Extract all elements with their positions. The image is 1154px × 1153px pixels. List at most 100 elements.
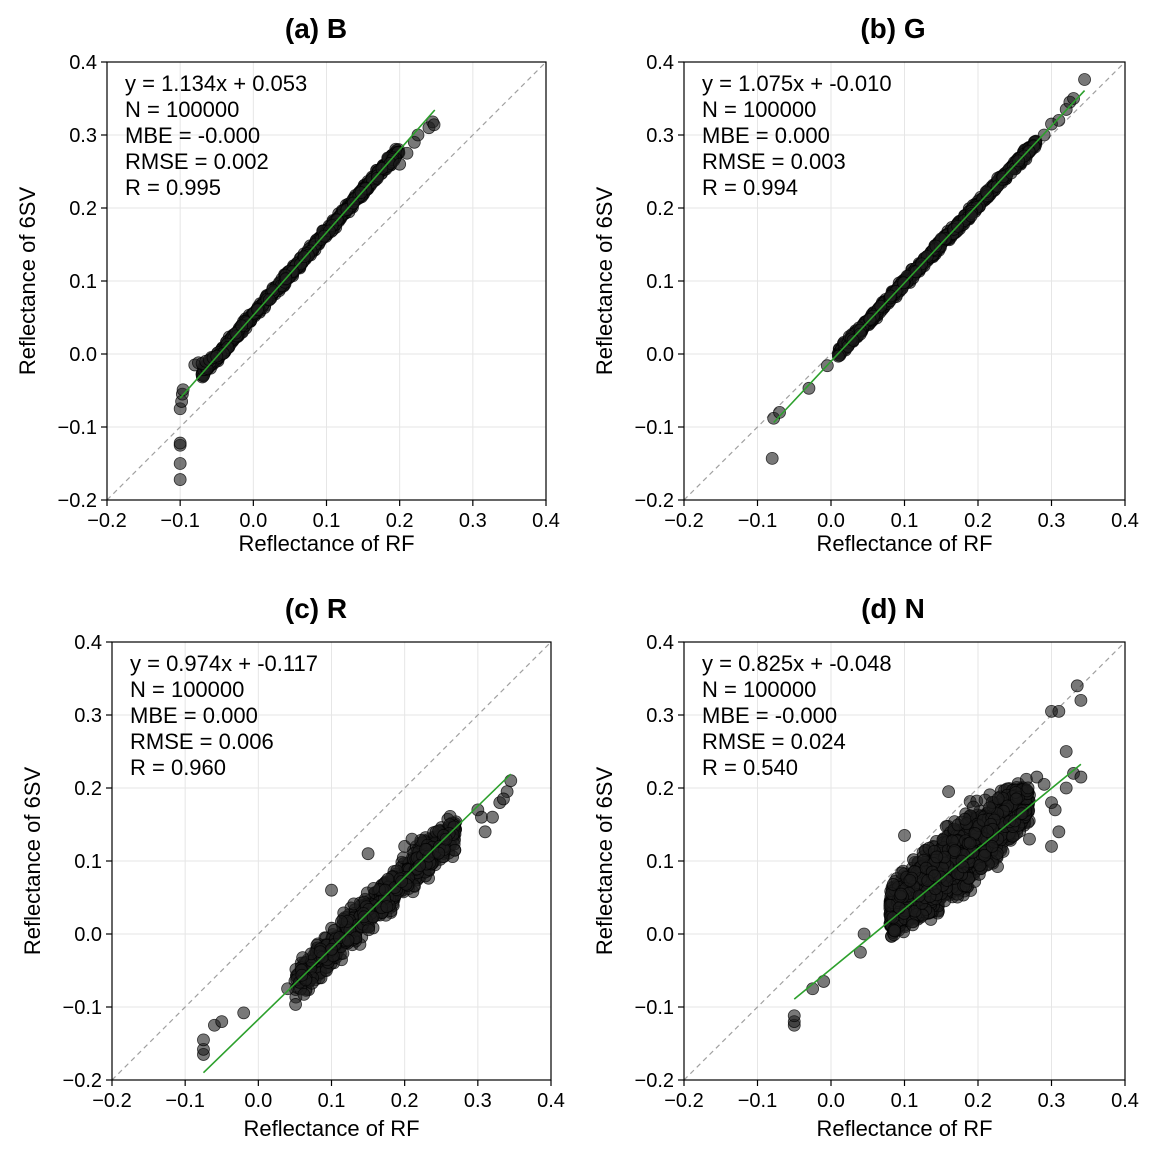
panel-4: −0.2−0.2 −0.1 −0.1 0.0 0.0 0.1 0.1 0.2 0.2 0.3 0.3… (592, 593, 1139, 1141)
scatter-point (478, 825, 492, 839)
stat-line: R = 0.960 (130, 755, 226, 780)
y-tick-label: −0.1 (63, 997, 102, 1019)
axes-frame (106, 61, 547, 501)
y-tick-label: 0.0 (646, 344, 674, 366)
scatter-point (393, 157, 407, 171)
regression-line (773, 90, 1086, 424)
stat-line: MBE = 0.000 (702, 123, 830, 148)
y-axis-label: Reflectance of 6SV (592, 767, 617, 956)
x-axis-label: Reflectance of RF (816, 1116, 992, 1141)
scatter-point (295, 968, 309, 982)
scatter-point (439, 832, 453, 846)
y-tick-label: 0.1 (69, 271, 97, 293)
panel-title: (c) R (285, 593, 347, 624)
scatter-point (906, 918, 920, 932)
scatter-point (335, 915, 348, 929)
y-tick-label: −0.1 (635, 417, 674, 439)
scatter-point (857, 927, 871, 941)
y-tick-label: −0.2 (58, 490, 97, 512)
x-tick-label: 0.1 (891, 1090, 919, 1112)
x-tick-label: 0.4 (537, 1090, 565, 1112)
scatter-point (378, 883, 392, 897)
stat-line: N = 100000 (702, 677, 816, 702)
scatter-point (942, 785, 955, 799)
stat-line: N = 100000 (130, 677, 244, 702)
stat-line: MBE = -0.000 (125, 123, 260, 148)
y-tick-label: 0.4 (646, 52, 674, 74)
scatter-point (940, 874, 954, 887)
scatter-point (215, 1015, 229, 1028)
one-to-one-line (107, 62, 546, 500)
scatter-point (854, 945, 867, 959)
scatter-point (979, 185, 993, 199)
stat-line: RMSE = 0.003 (702, 149, 846, 174)
scatter-point (948, 844, 962, 857)
scatter-point (289, 998, 302, 1011)
scatter-point (427, 118, 441, 132)
x-tick-label: 0.4 (532, 510, 560, 532)
point-cloud (288, 809, 463, 1011)
y-tick-label: 0.0 (74, 924, 102, 946)
x-tick-label: 0.0 (239, 510, 267, 532)
panel-title: (d) N (861, 593, 925, 624)
point-cloud (883, 772, 1036, 943)
scatter-point (886, 878, 900, 891)
scatter-point (958, 812, 972, 826)
x-tick-label: 0.1 (891, 510, 919, 532)
y-tick-label: −0.2 (635, 490, 674, 512)
y-tick-label: 0.0 (646, 924, 674, 946)
x-tick-label: 0.0 (244, 1090, 272, 1112)
scatter-point (1052, 114, 1066, 127)
stat-line: y = 0.974x + -0.117 (130, 651, 318, 676)
scatter-point (400, 146, 414, 160)
scatter-point (773, 405, 786, 419)
scatter-point (884, 289, 897, 303)
scatter-point (1059, 745, 1073, 758)
y-tick-label: 0.3 (646, 125, 674, 147)
scatter-point (1009, 792, 1023, 806)
y-tick-label: 0.4 (74, 632, 102, 654)
axes-frame (683, 641, 1126, 1081)
panel-3: −0.2−0.2 −0.1 −0.1 0.0 0.0 0.1 0.1 0.2 0.2 0.3 0.3… (20, 593, 565, 1141)
scatter-point (1074, 694, 1088, 707)
panel-title: (b) G (860, 13, 925, 44)
y-tick-label: 0.2 (646, 778, 674, 800)
x-tick-label: −0.2 (87, 510, 126, 532)
scatter-point (831, 349, 845, 363)
x-axis-label: Reflectance of RF (243, 1116, 419, 1141)
scatter-point (981, 825, 994, 838)
scatter-point (413, 859, 427, 872)
y-tick-label: 0.0 (69, 344, 97, 366)
x-tick-label: −0.2 (664, 510, 703, 532)
scatter-point (173, 457, 187, 470)
scatter-point (1078, 73, 1091, 86)
scatter-point (1052, 704, 1066, 718)
scatter-point (366, 910, 380, 924)
scatter-point (894, 887, 908, 901)
scatter-point (296, 951, 310, 965)
scatter-point (432, 846, 446, 860)
y-axis-label: Reflectance of 6SV (20, 767, 45, 956)
scatter-point (1070, 679, 1084, 693)
stat-line: N = 100000 (702, 97, 816, 122)
one-to-one-line (112, 642, 551, 1080)
scatter-point (297, 987, 311, 1001)
panel-2: −0.2−0.2 −0.1 −0.1 0.0 0.0 0.1 0.1 0.2 0.2 0.3 0.3… (592, 13, 1139, 556)
x-tick-label: −0.1 (738, 1090, 777, 1112)
scatter-point (956, 860, 970, 874)
x-tick-label: 0.4 (1111, 1090, 1139, 1112)
scatter-point (197, 1033, 210, 1047)
stat-line: R = 0.540 (702, 755, 798, 780)
scatter-point (930, 850, 944, 864)
scatter-point (991, 792, 1005, 806)
scatter-point (1021, 781, 1035, 795)
x-tick-label: 0.0 (817, 1090, 845, 1112)
scatter-point (367, 881, 381, 895)
scatter-point (325, 883, 338, 897)
point-cloud (195, 142, 406, 384)
panel-title: (a) B (285, 13, 347, 44)
panel-1: −0.2−0.2 −0.1 −0.1 0.0 0.0 0.1 0.1 0.2 0.2 0.3 0.3… (15, 13, 560, 556)
x-tick-label: 0.2 (391, 1090, 419, 1112)
scatter-point (978, 848, 992, 862)
scatter-point (237, 1006, 251, 1020)
